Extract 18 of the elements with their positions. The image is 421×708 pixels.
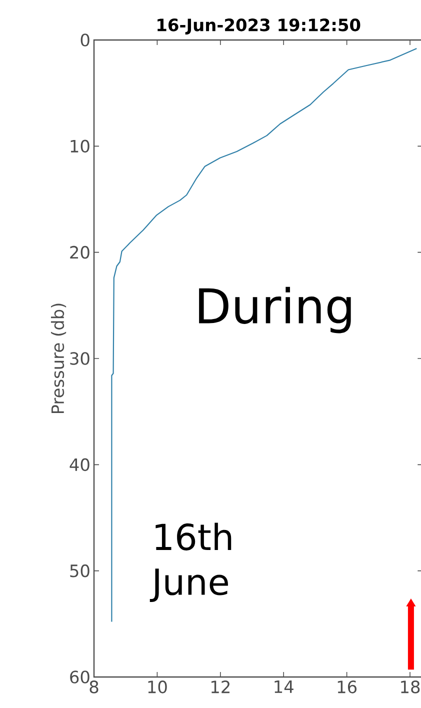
y-tick-label: 20 (70, 246, 90, 259)
y-tick-label: 60 (70, 670, 90, 684)
y-tick-label: 10 (70, 140, 90, 153)
y-tick-label: 0 (80, 34, 90, 46)
line-series (111, 48, 418, 622)
x-tick-label: 14 (274, 680, 294, 693)
x-tick-label: 8 (90, 680, 98, 694)
x-tick-label: 12 (211, 680, 230, 694)
x-tick-label: 10 (148, 680, 167, 694)
y-tick-label: 30 (70, 352, 90, 365)
x-tick-label: 18 (401, 680, 420, 694)
annotation: During (199, 286, 351, 334)
y-tick-label: 50 (70, 564, 90, 578)
y-axis-title: Pressure (db) (50, 304, 66, 414)
y-tick-label: 40 (70, 458, 90, 472)
chart-title: 16-Jun-2023 19:12:50 (158, 18, 360, 34)
annotation: 16th June (150, 522, 232, 602)
x-tick-label: 16 (338, 680, 356, 694)
